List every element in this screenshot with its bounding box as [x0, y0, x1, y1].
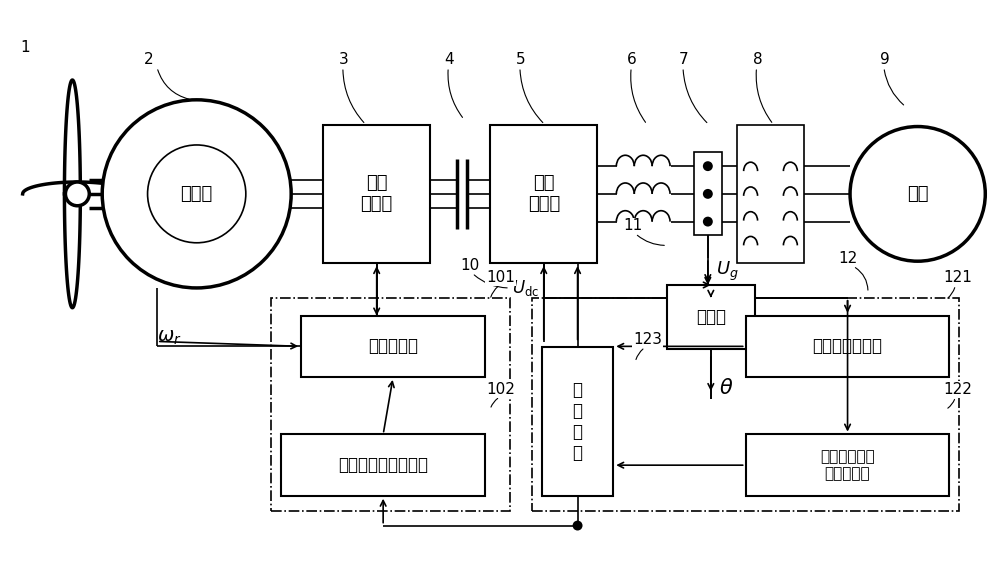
Text: 9: 9: [880, 52, 890, 67]
Text: 10: 10: [460, 258, 479, 273]
Text: $\theta$: $\theta$: [719, 378, 733, 398]
Circle shape: [703, 189, 713, 199]
Text: $U_g$: $U_g$: [716, 260, 739, 283]
Bar: [746, 316, 949, 377]
Text: 矢
量
合
成: 矢 量 合 成: [573, 381, 583, 462]
Bar: [746, 435, 949, 496]
Text: 11: 11: [623, 218, 643, 234]
Bar: [490, 124, 597, 263]
Circle shape: [148, 145, 246, 243]
Circle shape: [573, 521, 583, 530]
Circle shape: [703, 161, 713, 171]
Bar: [667, 285, 755, 349]
Text: 123: 123: [633, 332, 662, 347]
Bar: [323, 124, 430, 263]
Text: 121: 121: [944, 270, 972, 285]
Text: 6: 6: [627, 52, 637, 67]
Circle shape: [703, 217, 713, 226]
Bar: [281, 435, 485, 496]
Bar: [737, 124, 804, 263]
Text: 101: 101: [486, 270, 515, 285]
Text: 5: 5: [516, 52, 526, 67]
Text: 1: 1: [21, 41, 30, 55]
Text: 电网: 电网: [907, 185, 928, 203]
Text: 锁相环: 锁相环: [696, 308, 726, 326]
Bar: [271, 298, 510, 511]
Text: 转速控制器: 转速控制器: [368, 337, 418, 355]
Text: 8: 8: [753, 52, 762, 67]
Text: 发电机: 发电机: [181, 185, 213, 203]
Text: 102: 102: [486, 382, 515, 397]
Bar: [694, 152, 722, 235]
Text: 网侧
变流器: 网侧 变流器: [528, 175, 560, 213]
Text: 12: 12: [838, 251, 857, 266]
Text: $\omega_r$: $\omega_r$: [157, 328, 182, 347]
Text: 122: 122: [944, 382, 972, 397]
Circle shape: [102, 100, 291, 288]
Text: 3: 3: [339, 52, 349, 67]
Bar: [542, 347, 613, 496]
Text: 第一直流母线
电压控制器: 第一直流母线 电压控制器: [820, 449, 875, 481]
Text: 4: 4: [444, 52, 454, 67]
Text: 无功功率控制器: 无功功率控制器: [813, 337, 883, 355]
Text: 机侧
变流器: 机侧 变流器: [361, 175, 393, 213]
Bar: [301, 316, 485, 377]
Circle shape: [65, 182, 89, 205]
Circle shape: [850, 127, 985, 261]
Text: 7: 7: [679, 52, 689, 67]
Text: 2: 2: [144, 52, 154, 67]
Bar: [532, 298, 959, 511]
Text: 第一转矩指令发生器: 第一转矩指令发生器: [338, 456, 428, 474]
Text: $U_{\rm dc}$: $U_{\rm dc}$: [512, 278, 539, 298]
